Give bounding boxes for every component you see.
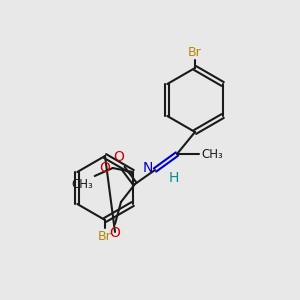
Text: H: H xyxy=(169,171,179,185)
Text: O: O xyxy=(99,161,110,175)
Text: N: N xyxy=(142,161,153,175)
Text: CH₃: CH₃ xyxy=(71,178,93,191)
Text: Br: Br xyxy=(98,230,112,243)
Text: O: O xyxy=(110,226,120,240)
Text: O: O xyxy=(114,150,124,164)
Text: Br: Br xyxy=(188,46,202,59)
Text: CH₃: CH₃ xyxy=(201,148,223,160)
